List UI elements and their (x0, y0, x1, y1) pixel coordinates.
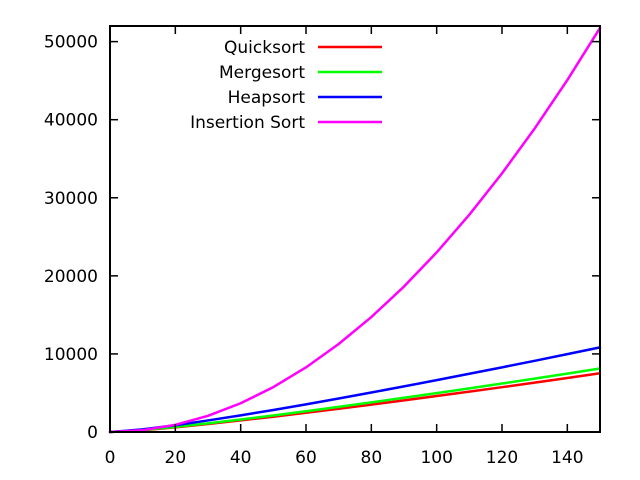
x-tick-label: 140 (551, 448, 583, 468)
y-tick-label: 20000 (44, 267, 98, 287)
y-tick-label: 30000 (44, 189, 98, 209)
x-tick-label: 40 (230, 448, 252, 468)
legend-label-insertion-sort: Insertion Sort (190, 113, 305, 133)
x-tick-label: 100 (420, 448, 452, 468)
legend: Quicksort Mergesort Heapsort Insertion Sort (190, 38, 382, 133)
legend-label-quicksort: Quicksort (224, 38, 305, 58)
y-tick-label: 0 (87, 423, 98, 443)
legend-label-heapsort: Heapsort (228, 88, 306, 108)
series-line-insertion-sort (108, 26, 602, 434)
x-tick-label: 80 (361, 448, 383, 468)
series-layer (108, 26, 602, 434)
x-tick-label: 20 (165, 448, 187, 468)
y-tick-label: 10000 (44, 345, 98, 365)
plot-frame (109, 25, 601, 433)
series-line-heapsort (108, 346, 602, 434)
series-line-mergesort (108, 367, 602, 434)
ticks-layer: 0 20 40 60 80 100 120 140 0 10000 20000 30000 40000 5… (44, 26, 600, 468)
y-tick-label: 40000 (44, 111, 98, 131)
x-tick-label: 60 (295, 448, 317, 468)
x-tick-label: 0 (105, 448, 116, 468)
legend-label-mergesort: Mergesort (219, 63, 305, 83)
y-tick-label: 50000 (44, 33, 98, 53)
x-tick-label: 120 (486, 448, 518, 468)
